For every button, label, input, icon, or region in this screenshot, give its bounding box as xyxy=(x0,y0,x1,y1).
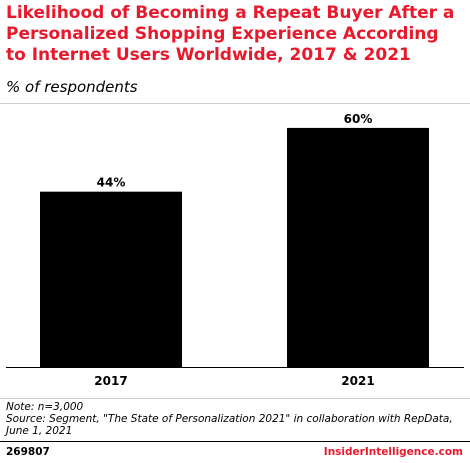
top-divider xyxy=(0,103,470,104)
chart-title: Likelihood of Becoming a Repeat Buyer Af… xyxy=(6,3,455,65)
category-label-2021: 2021 xyxy=(341,374,375,388)
chart-source: Source: Segment, "The State of Personali… xyxy=(6,413,453,437)
brand-logo[interactable]: InsiderIntelligence.com xyxy=(323,446,463,458)
chart-subtitle: % of respondents xyxy=(6,78,138,96)
chart-id: 269807 xyxy=(6,446,50,458)
footer-divider xyxy=(0,441,470,442)
data-label-2021: 60% xyxy=(344,112,373,126)
category-label-2017: 2017 xyxy=(94,374,128,388)
data-label-2017: 44% xyxy=(97,176,126,190)
bar-chart: 44% 60% xyxy=(6,112,464,368)
bar-2017 xyxy=(40,191,182,367)
chart-note: Note: n=3,000 xyxy=(6,401,84,413)
bottom-divider xyxy=(0,398,470,399)
bar-2021 xyxy=(287,127,429,367)
